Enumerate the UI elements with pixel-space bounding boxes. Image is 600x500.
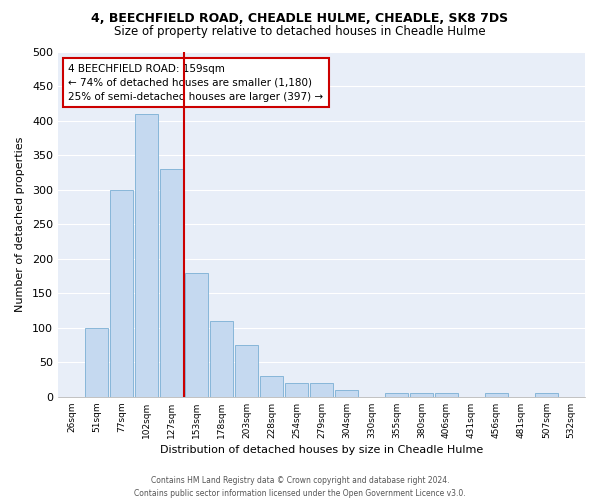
- Text: Size of property relative to detached houses in Cheadle Hulme: Size of property relative to detached ho…: [114, 25, 486, 38]
- Text: 4 BEECHFIELD ROAD: 159sqm
← 74% of detached houses are smaller (1,180)
25% of se: 4 BEECHFIELD ROAD: 159sqm ← 74% of detac…: [68, 64, 323, 102]
- Bar: [85, 328, 108, 397]
- Bar: [260, 376, 283, 397]
- X-axis label: Distribution of detached houses by size in Cheadle Hulme: Distribution of detached houses by size …: [160, 445, 483, 455]
- Bar: [110, 190, 133, 397]
- Bar: [210, 321, 233, 397]
- Bar: [160, 169, 183, 397]
- Bar: [335, 390, 358, 397]
- Bar: [385, 394, 408, 397]
- Bar: [535, 394, 558, 397]
- Bar: [185, 272, 208, 397]
- Bar: [485, 394, 508, 397]
- Bar: [135, 114, 158, 397]
- Text: Contains HM Land Registry data © Crown copyright and database right 2024.
Contai: Contains HM Land Registry data © Crown c…: [134, 476, 466, 498]
- Bar: [435, 394, 458, 397]
- Bar: [410, 394, 433, 397]
- Bar: [285, 383, 308, 397]
- Y-axis label: Number of detached properties: Number of detached properties: [15, 136, 25, 312]
- Bar: [310, 383, 333, 397]
- Text: 4, BEECHFIELD ROAD, CHEADLE HULME, CHEADLE, SK8 7DS: 4, BEECHFIELD ROAD, CHEADLE HULME, CHEAD…: [91, 12, 509, 26]
- Bar: [235, 345, 258, 397]
